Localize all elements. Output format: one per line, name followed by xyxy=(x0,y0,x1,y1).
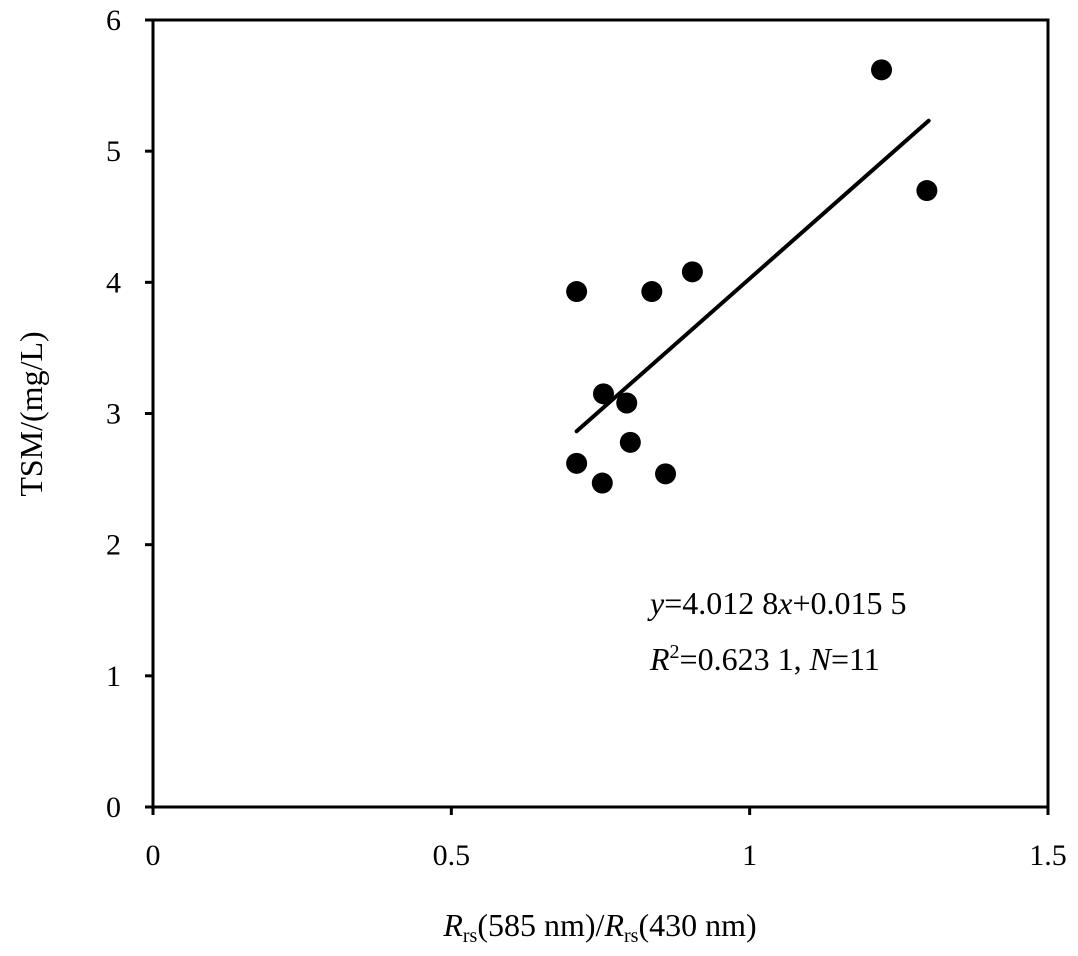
y-tick-label: 6 xyxy=(106,4,121,37)
data-point xyxy=(566,281,588,303)
y-tick-label: 3 xyxy=(106,398,121,431)
y-tick-label: 5 xyxy=(106,135,121,168)
data-point xyxy=(681,261,703,283)
x-label-r1: R xyxy=(442,907,463,943)
x-tick-label: 0.5 xyxy=(433,839,471,872)
data-point xyxy=(619,431,641,453)
y-axis-label: TSM/(mg/L) xyxy=(13,331,49,496)
r2-value: =0.623 1, xyxy=(680,641,810,677)
axes: 0 0.5 1 1.5 0 1 2 3 4 5 6 xyxy=(106,4,1067,872)
data-point xyxy=(616,392,638,414)
eq-x: x xyxy=(777,585,792,621)
x-label-r2: R xyxy=(603,907,624,943)
data-points xyxy=(566,59,938,494)
x-tick-label: 0 xyxy=(146,839,161,872)
plot-frame xyxy=(151,18,1050,809)
regression-equation: y=4.012 8x+0.015 5 xyxy=(647,585,907,621)
data-point xyxy=(871,59,893,81)
trendline xyxy=(574,118,931,434)
n-symbol: N xyxy=(809,641,833,677)
eq-slope: =4.012 8 xyxy=(664,585,778,621)
x-tick-label: 1.5 xyxy=(1029,839,1067,872)
x-label-mid: (585 nm)/ xyxy=(477,907,604,943)
r-superscript: 2 xyxy=(670,641,680,663)
y-tick-label: 0 xyxy=(106,791,121,824)
data-point xyxy=(592,383,614,405)
x-label-end: (430 nm) xyxy=(638,907,756,943)
y-tick-label: 2 xyxy=(106,529,121,562)
x-axis-label: Rrs(585 nm)/Rrs(430 nm) xyxy=(442,907,756,947)
x-label-sub2: rs xyxy=(624,925,639,947)
data-point xyxy=(566,452,588,474)
data-point xyxy=(916,180,938,202)
data-point xyxy=(591,472,613,494)
n-value: =11 xyxy=(831,641,880,677)
regression-stats: R2=0.623 1, N=11 xyxy=(649,641,880,677)
x-tick-label: 1 xyxy=(742,839,757,872)
data-point xyxy=(641,281,663,303)
x-label-sub1: rs xyxy=(463,925,478,947)
y-tick-label: 1 xyxy=(106,660,121,693)
eq-y: y xyxy=(647,585,665,621)
data-point xyxy=(655,463,677,485)
r-symbol: R xyxy=(649,641,670,677)
y-tick-label: 4 xyxy=(106,266,121,299)
eq-intercept: +0.015 5 xyxy=(792,585,906,621)
